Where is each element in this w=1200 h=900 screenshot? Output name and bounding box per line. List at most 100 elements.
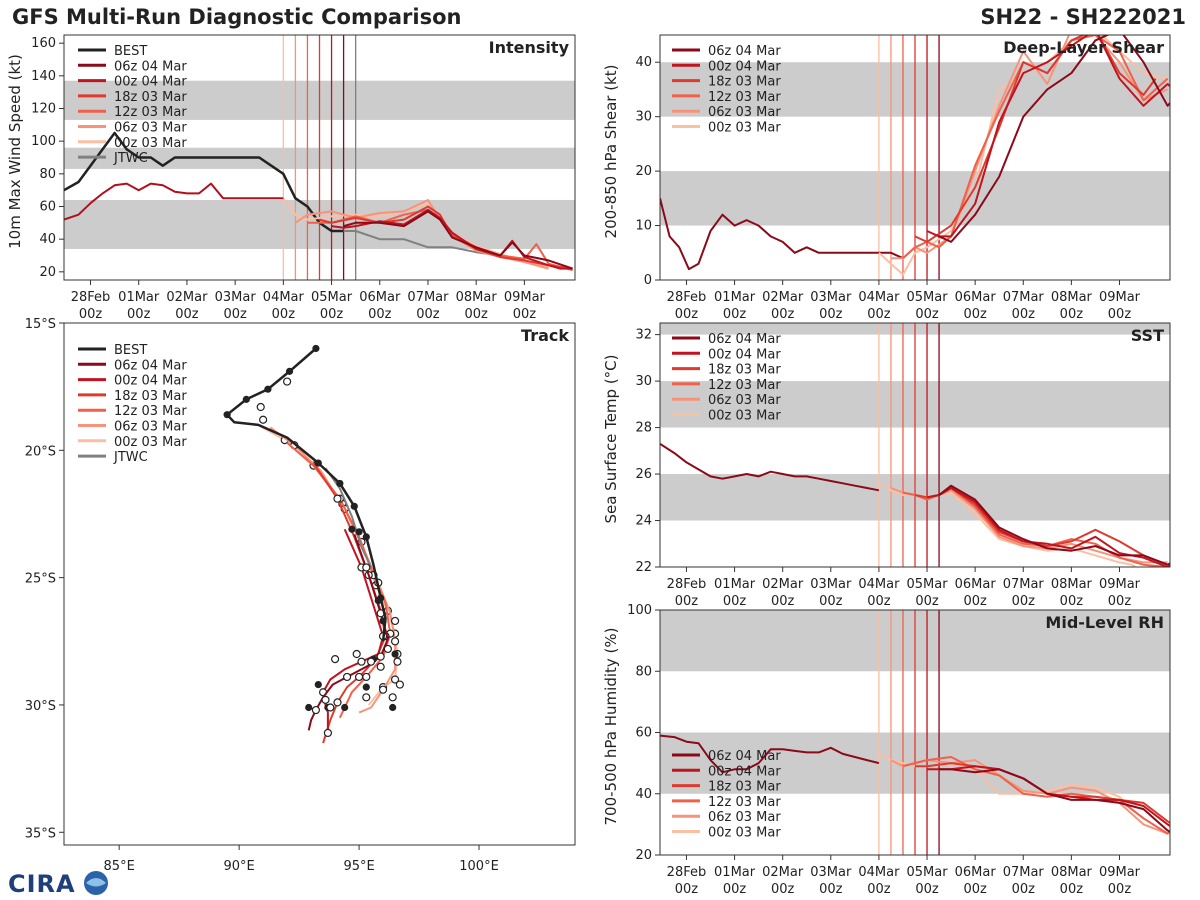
legend-label: 00z 04 Mar — [114, 374, 187, 389]
cira-logo: CIRA — [8, 870, 108, 898]
x-tick-label-hour: 00z — [963, 882, 987, 897]
series-line-00z-03-mar — [282, 197, 549, 268]
y-tick-label: 24 — [635, 514, 652, 529]
legend-label: 00z 04 Mar — [708, 764, 781, 779]
track-line-12z-03-mar — [286, 441, 392, 719]
x-tick-label-hour: 00z — [819, 594, 843, 609]
x-tick-label-hour: 00z — [675, 594, 699, 609]
track-point-filled — [314, 459, 322, 467]
track-point-filled — [336, 479, 344, 488]
series-line-18z-03-mar — [319, 205, 573, 270]
track-point-open — [323, 728, 332, 738]
x-tick-label-date: 01Mar — [714, 865, 756, 880]
x-tick-label-date: 03Mar — [810, 577, 852, 592]
track-point-filled — [379, 617, 387, 625]
x-tick-label-date: 28Feb — [71, 290, 111, 305]
y-tick-label: 20 — [635, 164, 652, 179]
shear-ylabel: 200-850 hPa Shear (kt) — [602, 65, 620, 239]
legend-label: 06z 04 Mar — [114, 59, 187, 74]
track-point-open — [376, 662, 385, 671]
cira-swirl-icon — [86, 878, 106, 887]
plot-frame — [63, 34, 576, 281]
x-tick-label-date: 09Mar — [1099, 865, 1141, 880]
y-tick-label: 26 — [635, 467, 652, 482]
track-point-open — [378, 685, 388, 694]
legend-label: 00z 03 Mar — [708, 826, 781, 841]
sst-ylabel: Sea Surface Temp (°C) — [602, 354, 620, 523]
intensity-chart: 20 40 60 80 100 120 140 160 28Feb 00z 01Mar 00z 02Ma… — [6, 34, 576, 322]
x-tick-label-hour: 00z — [175, 307, 199, 322]
series-line-06z-04-mar — [938, 35, 1170, 243]
track-title: Track — [521, 326, 569, 345]
shear-chart: 0 10 20 30 40 28Feb 00z 01Mar 00z 02Mar 00z 03Mar 00… — [602, 34, 1171, 322]
x-tick-label-date: 05Mar — [906, 577, 948, 592]
track-point-filled — [350, 502, 358, 510]
track-point-open — [393, 657, 402, 666]
track-point-open — [357, 657, 366, 666]
legend-label: JTWC — [113, 151, 148, 166]
x-tick-label-date: 01Mar — [118, 290, 160, 305]
x-tick-label-date: 07Mar — [1003, 865, 1045, 880]
track-point-open — [333, 494, 342, 503]
legend-label: BEST — [114, 44, 147, 59]
x-tick-label-date: 09Mar — [504, 290, 546, 305]
series-line-00z-03-mar — [878, 35, 1168, 276]
series-line-06z-04-mar — [938, 484, 1170, 566]
x-tick-label-hour: 00z — [513, 307, 537, 322]
legend-label: JTWC — [113, 450, 148, 465]
x-tick-label-date: 03Mar — [810, 290, 852, 305]
sst-chart: 22 24 26 28 30 32 28Feb 00z 01Mar 00z 02Mar 00z 03Ma… — [602, 322, 1171, 609]
series-line-history — [660, 734, 880, 774]
legend-label: 12z 03 Mar — [708, 378, 781, 393]
track-point-open — [283, 377, 292, 386]
series-line-00z-04-mar — [926, 35, 1170, 238]
series-line-12z-03-mar — [902, 35, 1169, 259]
rh-ylabel: 700-500 hPa Humidity (%) — [602, 627, 620, 825]
track-point-filled — [391, 650, 399, 658]
x-tick-label-hour: 00z — [723, 307, 747, 322]
y-tick-label: 22 — [635, 560, 652, 575]
y-tick-label: 100 — [31, 134, 56, 149]
legend-label: 06z 04 Mar — [708, 332, 781, 347]
legend-label: 06z 03 Mar — [114, 420, 187, 435]
x-tick-label-hour: 00z — [464, 307, 488, 322]
track-point-open — [352, 649, 361, 659]
x-tick-label-date: 28Feb — [667, 577, 707, 592]
shear-plot-area — [660, 35, 1170, 280]
track-point-open — [362, 672, 371, 682]
x-tick-label-date: 06Mar — [955, 577, 997, 592]
y-tick-label: 0 — [644, 273, 652, 288]
track-point-open — [376, 652, 385, 661]
legend-label: 06z 03 Mar — [708, 393, 781, 408]
x-tick-label-date: 07Mar — [1003, 577, 1045, 592]
legend-label: 00z 04 Mar — [708, 347, 781, 362]
y-tick-label: 20 — [39, 265, 56, 280]
legend-label: 12z 03 Mar — [114, 404, 187, 419]
plot-frame — [659, 34, 1171, 281]
x-tick-label-hour: 00z — [1108, 307, 1132, 322]
x-tick-label-hour: 00z — [819, 307, 843, 322]
y-tick-label: 140 — [31, 69, 56, 84]
x-tick-label-date: 06Mar — [955, 290, 997, 305]
x-tick-label-date: 02Mar — [166, 290, 208, 305]
y-tick-label: 20 — [635, 848, 652, 863]
x-tick-label-hour: 00z — [1012, 307, 1036, 322]
x-tick-label-hour: 00z — [1012, 882, 1036, 897]
shear-title: Deep-Layer Shear — [1003, 38, 1164, 57]
series-line-00z-04-mar — [331, 208, 573, 270]
track-point-filled — [362, 533, 370, 541]
series-line-06z-03-mar — [890, 35, 1169, 260]
track-point-filled — [312, 344, 320, 353]
track-point-open — [388, 693, 397, 702]
sst-plot-area — [660, 323, 1170, 567]
track-point-open — [362, 693, 371, 702]
y-tick-label: 32 — [635, 328, 652, 343]
track-point-open — [390, 616, 400, 626]
track-point-open — [256, 402, 265, 412]
x-tick-label-date: 08Mar — [1051, 865, 1093, 880]
x-tick-label-hour: 00z — [1060, 594, 1084, 609]
legend-label: 00z 04 Mar — [114, 75, 187, 90]
x-tick-label-hour: 00z — [723, 594, 747, 609]
x-tick-label-hour: 00z — [1108, 594, 1132, 609]
x-tick-label: 95°E — [343, 859, 374, 874]
